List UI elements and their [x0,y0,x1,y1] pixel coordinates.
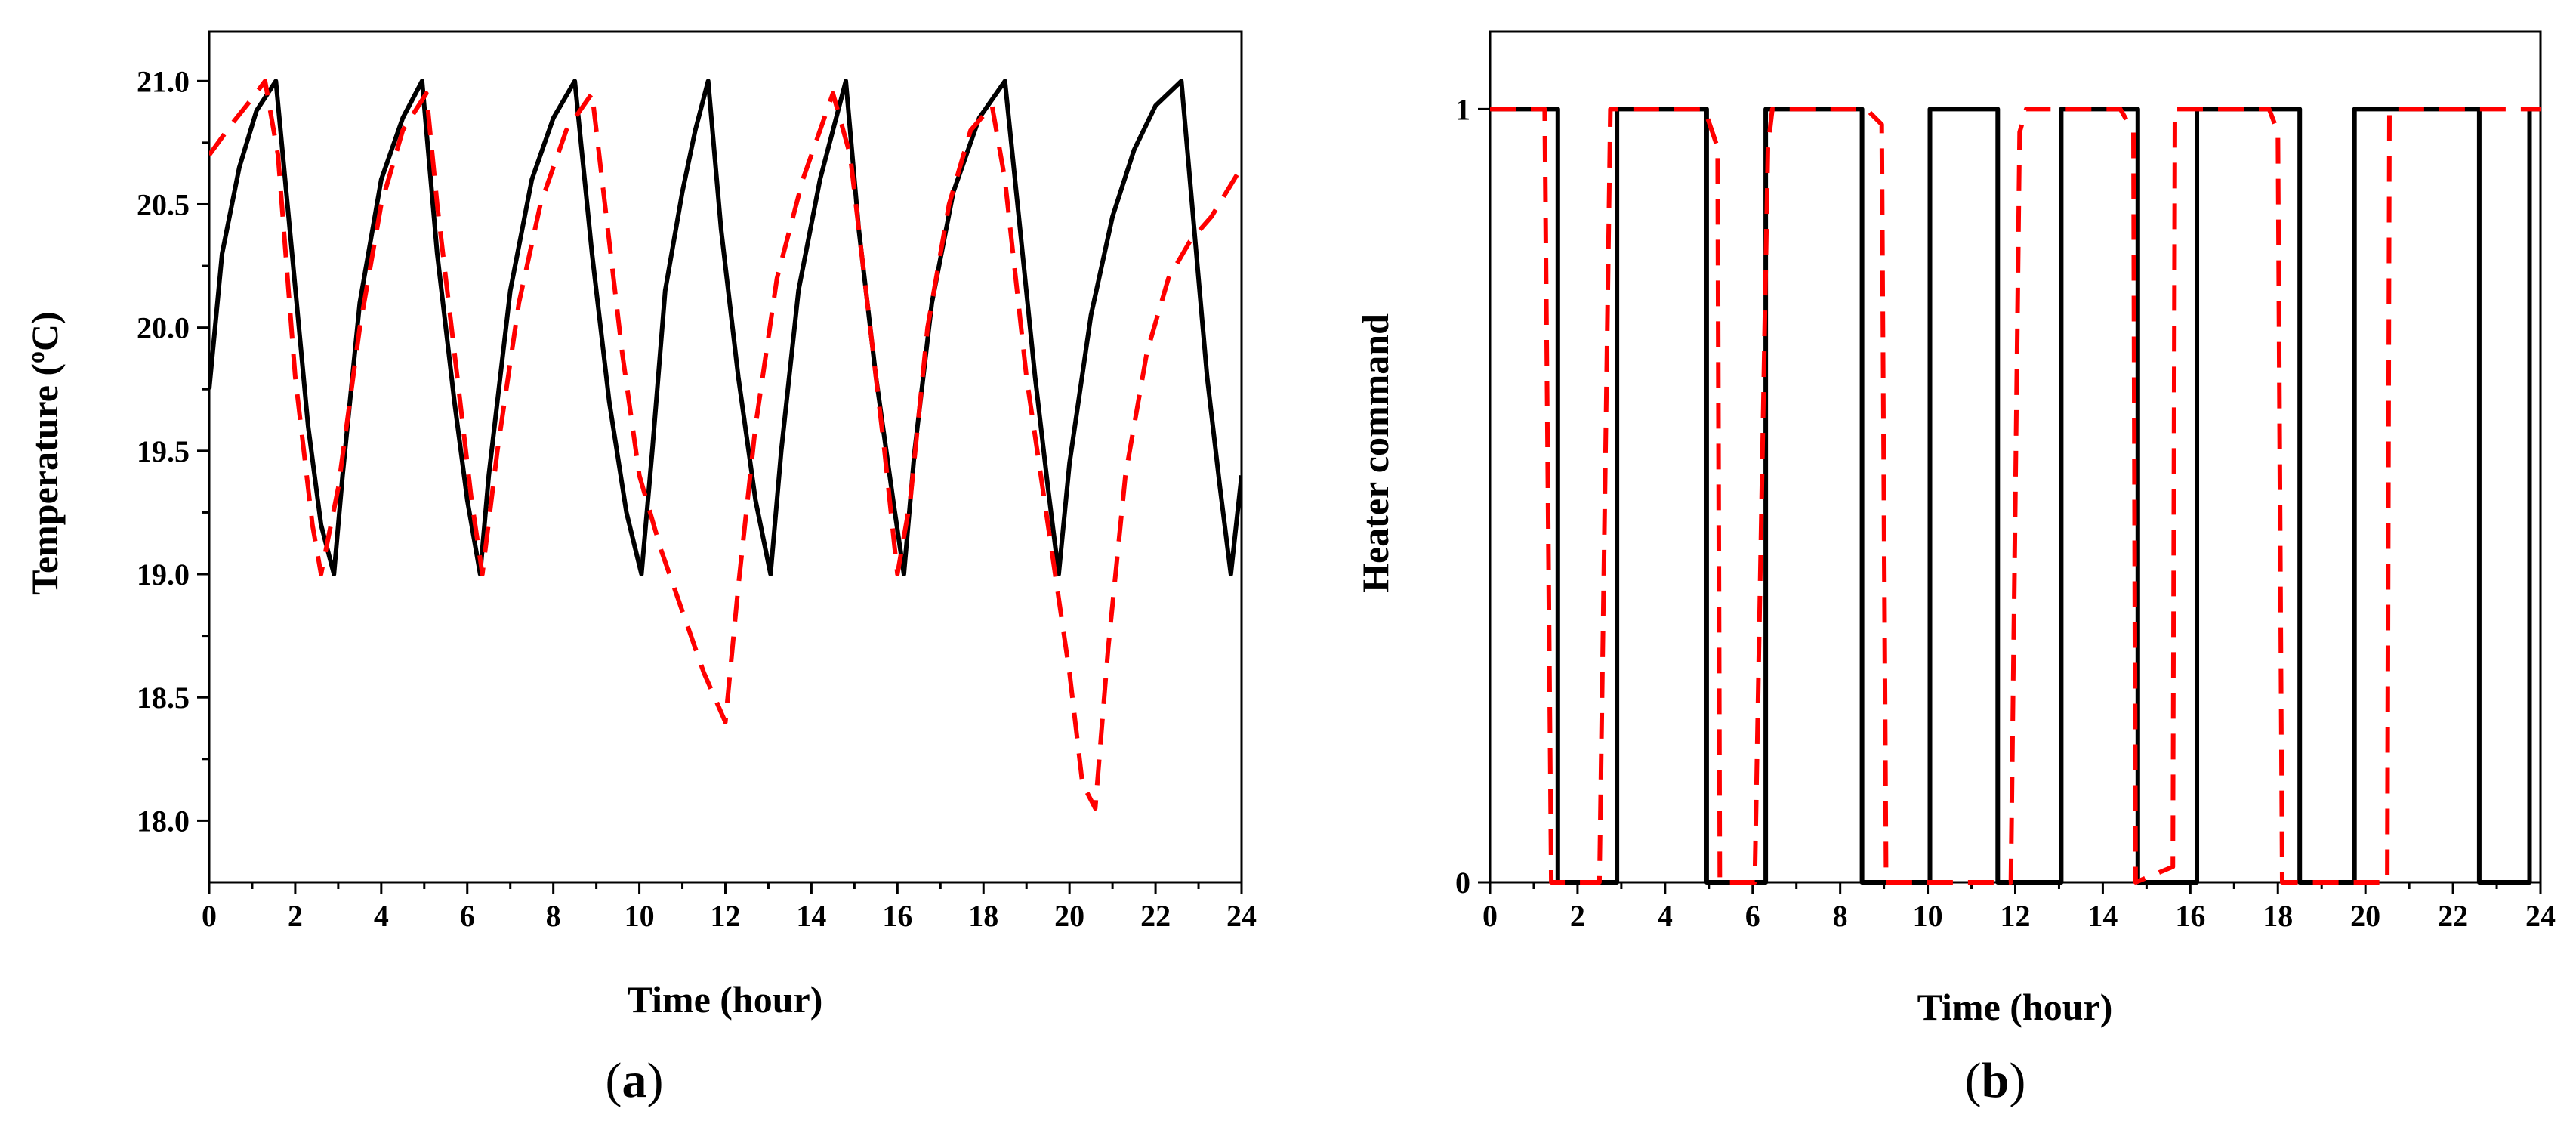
panel-b-x-tick-label: 10 [1913,899,1943,933]
panel-b-label: (b) [1965,1053,2026,1108]
panel-b-x-tick-label: 22 [2438,899,2468,933]
panel-a-x-tick-label: 2 [288,899,303,933]
panel-a-x-tick-label: 14 [796,899,826,933]
panel-a-x-axis-title: Time (hour) [628,978,823,1021]
panel-a-label-letter: a [622,1053,647,1108]
panel-b-x-tick-label: 20 [2350,899,2380,933]
panel-b-y-axis-title: Heater command [1354,313,1396,593]
panel-b-y-tick-label: 0 [1455,866,1470,900]
panel-a-x-tick-label: 18 [968,899,998,933]
panel-b-ticks [1478,109,2541,894]
panel-b-x-tick-label: 12 [2001,899,2031,933]
panel-a-x-tick-label: 6 [460,899,475,933]
panel-a-x-tick-label: 12 [711,899,741,933]
panel-b-x-tick-label: 6 [1745,899,1760,933]
panel-a-y-tick-label: 20.5 [137,187,190,221]
panel-b-x-axis-title: Time (hour) [1917,986,2113,1028]
panel-a-x-tick-label: 0 [202,899,217,933]
figure: 0 2 4 6 8 10 12 14 16 18 20 22 2418.018.519.019.520.… [0,0,2576,1124]
panel-b-x-tick-label: 18 [2263,899,2293,933]
panel-b-series [1490,109,2541,882]
panel-a-series-solid-line [209,81,1242,574]
panel-b-x-tick-label: 4 [1658,899,1673,933]
panel-a-label: (a) [606,1053,664,1108]
panel-b-x-tick-label: 8 [1833,899,1848,933]
panel-a-tick-labels: 0 2 4 6 8 10 12 14 16 18 20 22 2418.018.519.019.520.… [137,64,1257,933]
panel-a-y-tick-label: 19.0 [137,557,190,591]
panel-a-x-tick-label: 4 [374,899,389,933]
panel-a-series [209,81,1242,808]
panel-a-y-tick-label: 19.5 [137,434,190,468]
panel-a-x-tick-label: 24 [1226,899,1257,933]
panel-a-plot-frame [209,32,1242,882]
panel-a-y-tick-label: 20.0 [137,311,190,345]
panel-a-y-tick-label: 18.0 [137,804,190,838]
panel-a-series-dashed-line [209,81,1242,808]
panel-a-y-axis-title-main: Temperature ( [23,363,66,595]
panel-b-x-tick-label: 2 [1570,899,1585,933]
panel-b-x-tick-label: 16 [2175,899,2205,933]
panel-a-temperature-chart: 0 2 4 6 8 10 12 14 16 18 20 22 2418.018.519.019.520.… [22,32,1257,1108]
panel-a-y-axis-title: Temperature (oC) [22,311,66,595]
panel-a-y-tick-label: 18.5 [137,681,190,715]
panel-a-x-tick-label: 20 [1054,899,1084,933]
panel-b-x-tick-label: 0 [1482,899,1498,933]
panel-b-y-tick-label: 1 [1455,92,1470,126]
panel-a-y-tick-label: 21.0 [137,64,190,98]
panel-a-y-axis-title-sup: o [22,351,49,363]
panel-b-x-tick-label: 14 [2087,899,2118,933]
panel-a-x-tick-label: 8 [546,899,561,933]
panel-b-label-letter: b [1982,1053,2010,1108]
panel-b-x-tick-label: 24 [2525,899,2556,933]
panel-a-x-tick-label: 22 [1140,899,1171,933]
panel-b-series-dashed-line [1490,109,2541,882]
panel-a-x-tick-label: 10 [625,899,655,933]
panel-a-x-tick-label: 16 [882,899,912,933]
panel-a-y-axis-title-suffix: C) [23,311,66,351]
